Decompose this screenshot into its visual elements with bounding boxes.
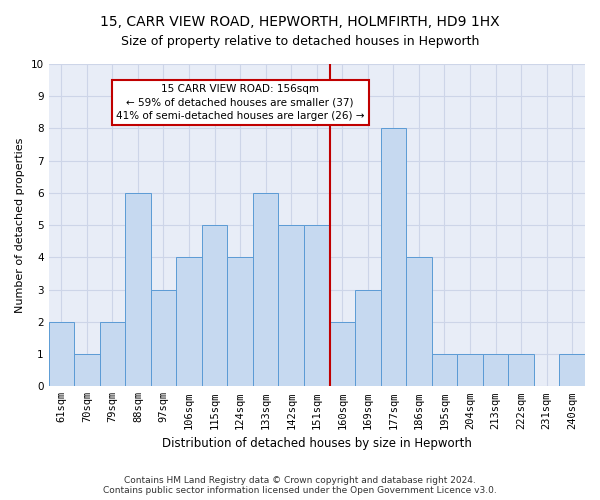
Bar (253, 193, 278, 386)
X-axis label: Distribution of detached houses by size in Hepworth: Distribution of detached houses by size … (162, 437, 472, 450)
Bar (176, 258, 202, 386)
Text: Contains HM Land Registry data © Crown copyright and database right 2024.
Contai: Contains HM Land Registry data © Crown c… (103, 476, 497, 495)
Bar (74, 354, 100, 386)
Y-axis label: Number of detached properties: Number of detached properties (15, 138, 25, 313)
Bar (49, 322, 74, 386)
Bar (380, 128, 406, 386)
Bar (406, 258, 432, 386)
Bar (304, 225, 329, 386)
Bar (227, 258, 253, 386)
Bar (278, 225, 304, 386)
Bar (125, 193, 151, 386)
Text: Size of property relative to detached houses in Hepworth: Size of property relative to detached ho… (121, 35, 479, 48)
Bar (483, 354, 508, 386)
Text: 15 CARR VIEW ROAD: 156sqm
← 59% of detached houses are smaller (37)
41% of semi-: 15 CARR VIEW ROAD: 156sqm ← 59% of detac… (116, 84, 364, 121)
Bar (355, 290, 380, 386)
Bar (457, 354, 483, 386)
Bar (329, 322, 355, 386)
Bar (432, 354, 457, 386)
Text: 15, CARR VIEW ROAD, HEPWORTH, HOLMFIRTH, HD9 1HX: 15, CARR VIEW ROAD, HEPWORTH, HOLMFIRTH,… (100, 15, 500, 29)
Bar (559, 354, 585, 386)
Bar (508, 354, 534, 386)
Bar (100, 322, 125, 386)
Bar (202, 225, 227, 386)
Bar (151, 290, 176, 386)
